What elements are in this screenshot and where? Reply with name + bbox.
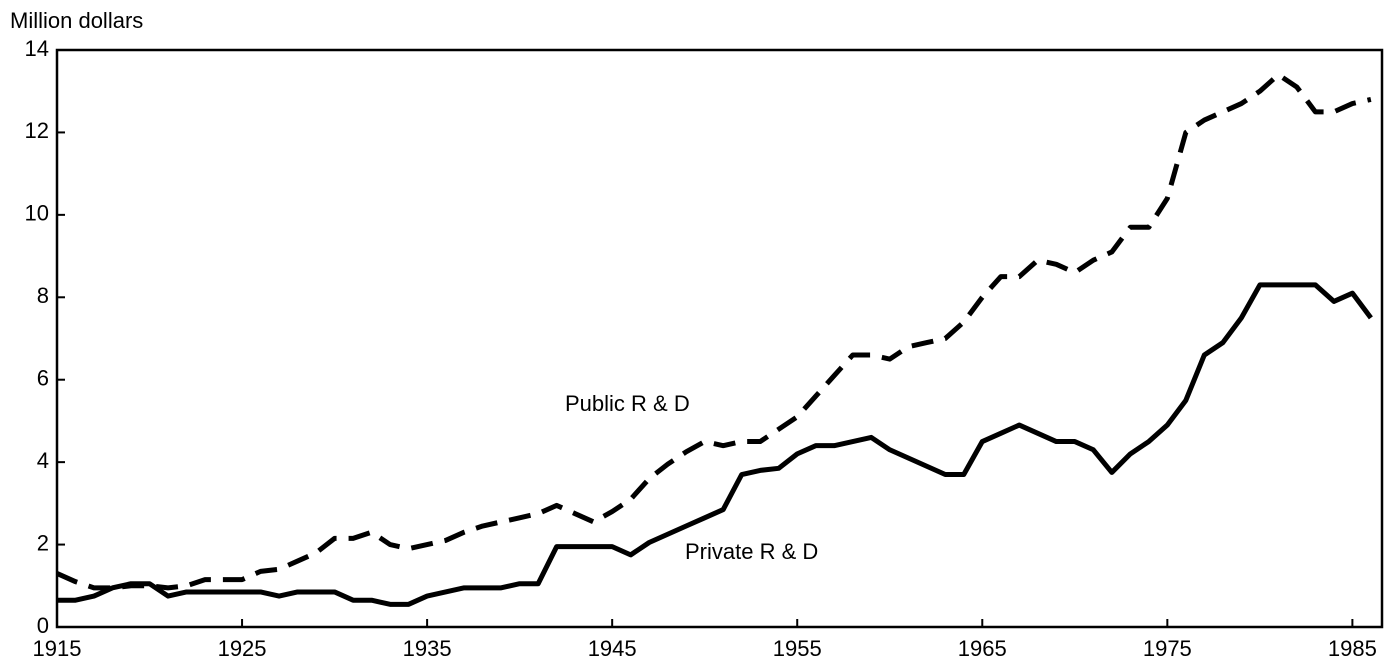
y-tick-label: 0: [37, 613, 49, 638]
y-tick-label: 8: [37, 283, 49, 308]
x-tick-label: 1975: [1143, 636, 1192, 661]
series-label: Public R & D: [565, 391, 690, 416]
y-tick-label: 12: [25, 118, 49, 143]
x-tick-label: 1915: [33, 636, 82, 661]
y-tick-label: 10: [25, 201, 49, 226]
x-tick-label: 1925: [218, 636, 267, 661]
plot-frame: [55, 48, 1384, 629]
x-tick-label: 1985: [1328, 636, 1377, 661]
series-line: [57, 282, 1373, 607]
series-line: [55, 72, 1372, 591]
x-tick-label: 1955: [773, 636, 822, 661]
y-tick-label: 4: [37, 448, 49, 473]
x-tick-label: 1945: [588, 636, 637, 661]
series-label: Private R & D: [685, 539, 818, 564]
y-axis-label: Million dollars: [10, 8, 143, 33]
x-tick-label: 1935: [403, 636, 452, 661]
y-tick-label: 14: [25, 36, 49, 61]
y-tick-label: 6: [37, 366, 49, 391]
x-tick-label: 1965: [958, 636, 1007, 661]
y-tick-label: 2: [37, 530, 49, 555]
